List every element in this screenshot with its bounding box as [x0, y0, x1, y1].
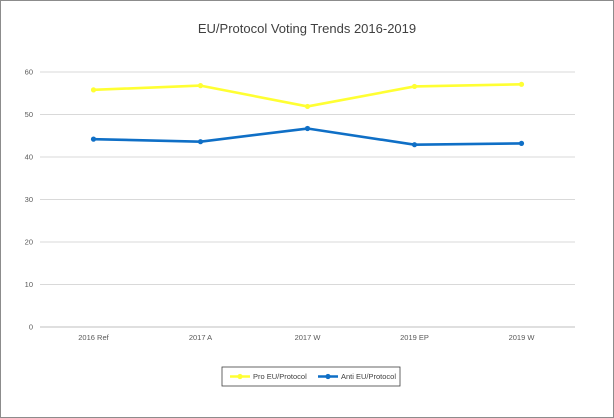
y-tick-label: 40: [25, 153, 33, 162]
x-tick-label: 2019 EP: [400, 333, 429, 342]
y-axis-ticks: 0 10 20 30 40 50 60: [25, 68, 33, 332]
y-tick-label: 10: [25, 280, 33, 289]
data-point: [411, 83, 418, 90]
series-line-0: [92, 83, 523, 108]
series-lines: [90, 81, 525, 148]
y-tick-label: 30: [25, 195, 33, 204]
data-point: [90, 136, 97, 142]
data-point: [197, 83, 204, 89]
legend-box: [221, 366, 401, 387]
x-tick-label: 2017 W: [295, 333, 322, 342]
y-tick-label: 50: [25, 110, 33, 119]
y-tick-label: 0: [29, 323, 33, 332]
legend-marker: [325, 373, 331, 380]
data-point: [304, 125, 311, 132]
chart-title: EU/Protocol Voting Trends 2016-2019: [198, 21, 416, 36]
legend: Pro EU/Protocol Anti EU/Protocol: [221, 366, 401, 387]
x-axis-ticks: 2016 Ref 2017 A 2017 W 2019 EP 2019 W: [78, 333, 535, 342]
data-point: [518, 140, 525, 146]
x-tick-label: 2017 A: [189, 333, 212, 342]
x-tick-label: 2019 W: [509, 333, 536, 342]
data-point: [197, 139, 204, 145]
y-tick-label: 60: [25, 68, 33, 77]
legend-marker: [237, 373, 243, 380]
gridlines: [40, 71, 575, 328]
legend-label: Pro EU/Protocol: [253, 372, 307, 381]
legend-label: Anti EU/Protocol: [341, 372, 396, 381]
data-point: [518, 81, 525, 87]
data-point: [411, 142, 418, 148]
x-tick-label: 2016 Ref: [78, 333, 109, 342]
data-point: [304, 103, 311, 110]
data-point: [90, 87, 97, 93]
y-tick-label: 20: [25, 238, 33, 247]
